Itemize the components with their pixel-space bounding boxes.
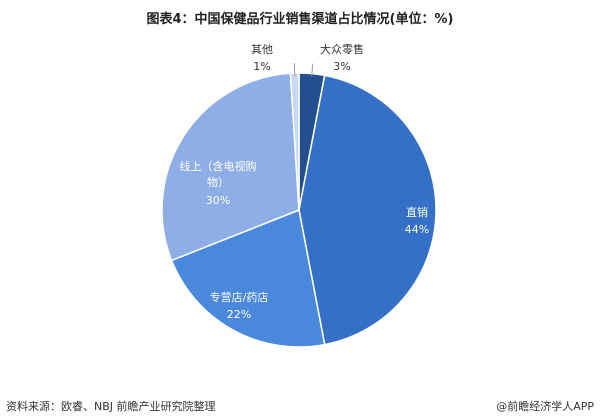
slice-label: 其他 <box>251 43 273 56</box>
slice-label: 大众零售 <box>320 43 364 56</box>
slice-value: 1% <box>253 60 271 73</box>
pie-slice <box>298 74 437 346</box>
slice-label: 专营店/药店 <box>209 291 269 304</box>
slice-value: 30% <box>205 194 231 207</box>
slice-label: 线上（含电视购物） <box>179 160 257 189</box>
credit: @前瞻经济学人APP <box>496 400 594 413</box>
source-note: 资料来源：欧睿、NBJ 前瞻产业研究院整理 <box>6 400 216 413</box>
chart-title: 图表4：中国保健品行业销售渠道占比情况(单位：%) <box>146 12 454 27</box>
slice-value: 44% <box>404 223 430 236</box>
leader-line <box>311 63 314 77</box>
slice-value: 3% <box>333 60 351 73</box>
slice-value: 22% <box>226 308 252 321</box>
slice-label: 直销 <box>406 206 428 219</box>
pie-slice <box>161 72 300 262</box>
pie-slice <box>170 208 326 348</box>
